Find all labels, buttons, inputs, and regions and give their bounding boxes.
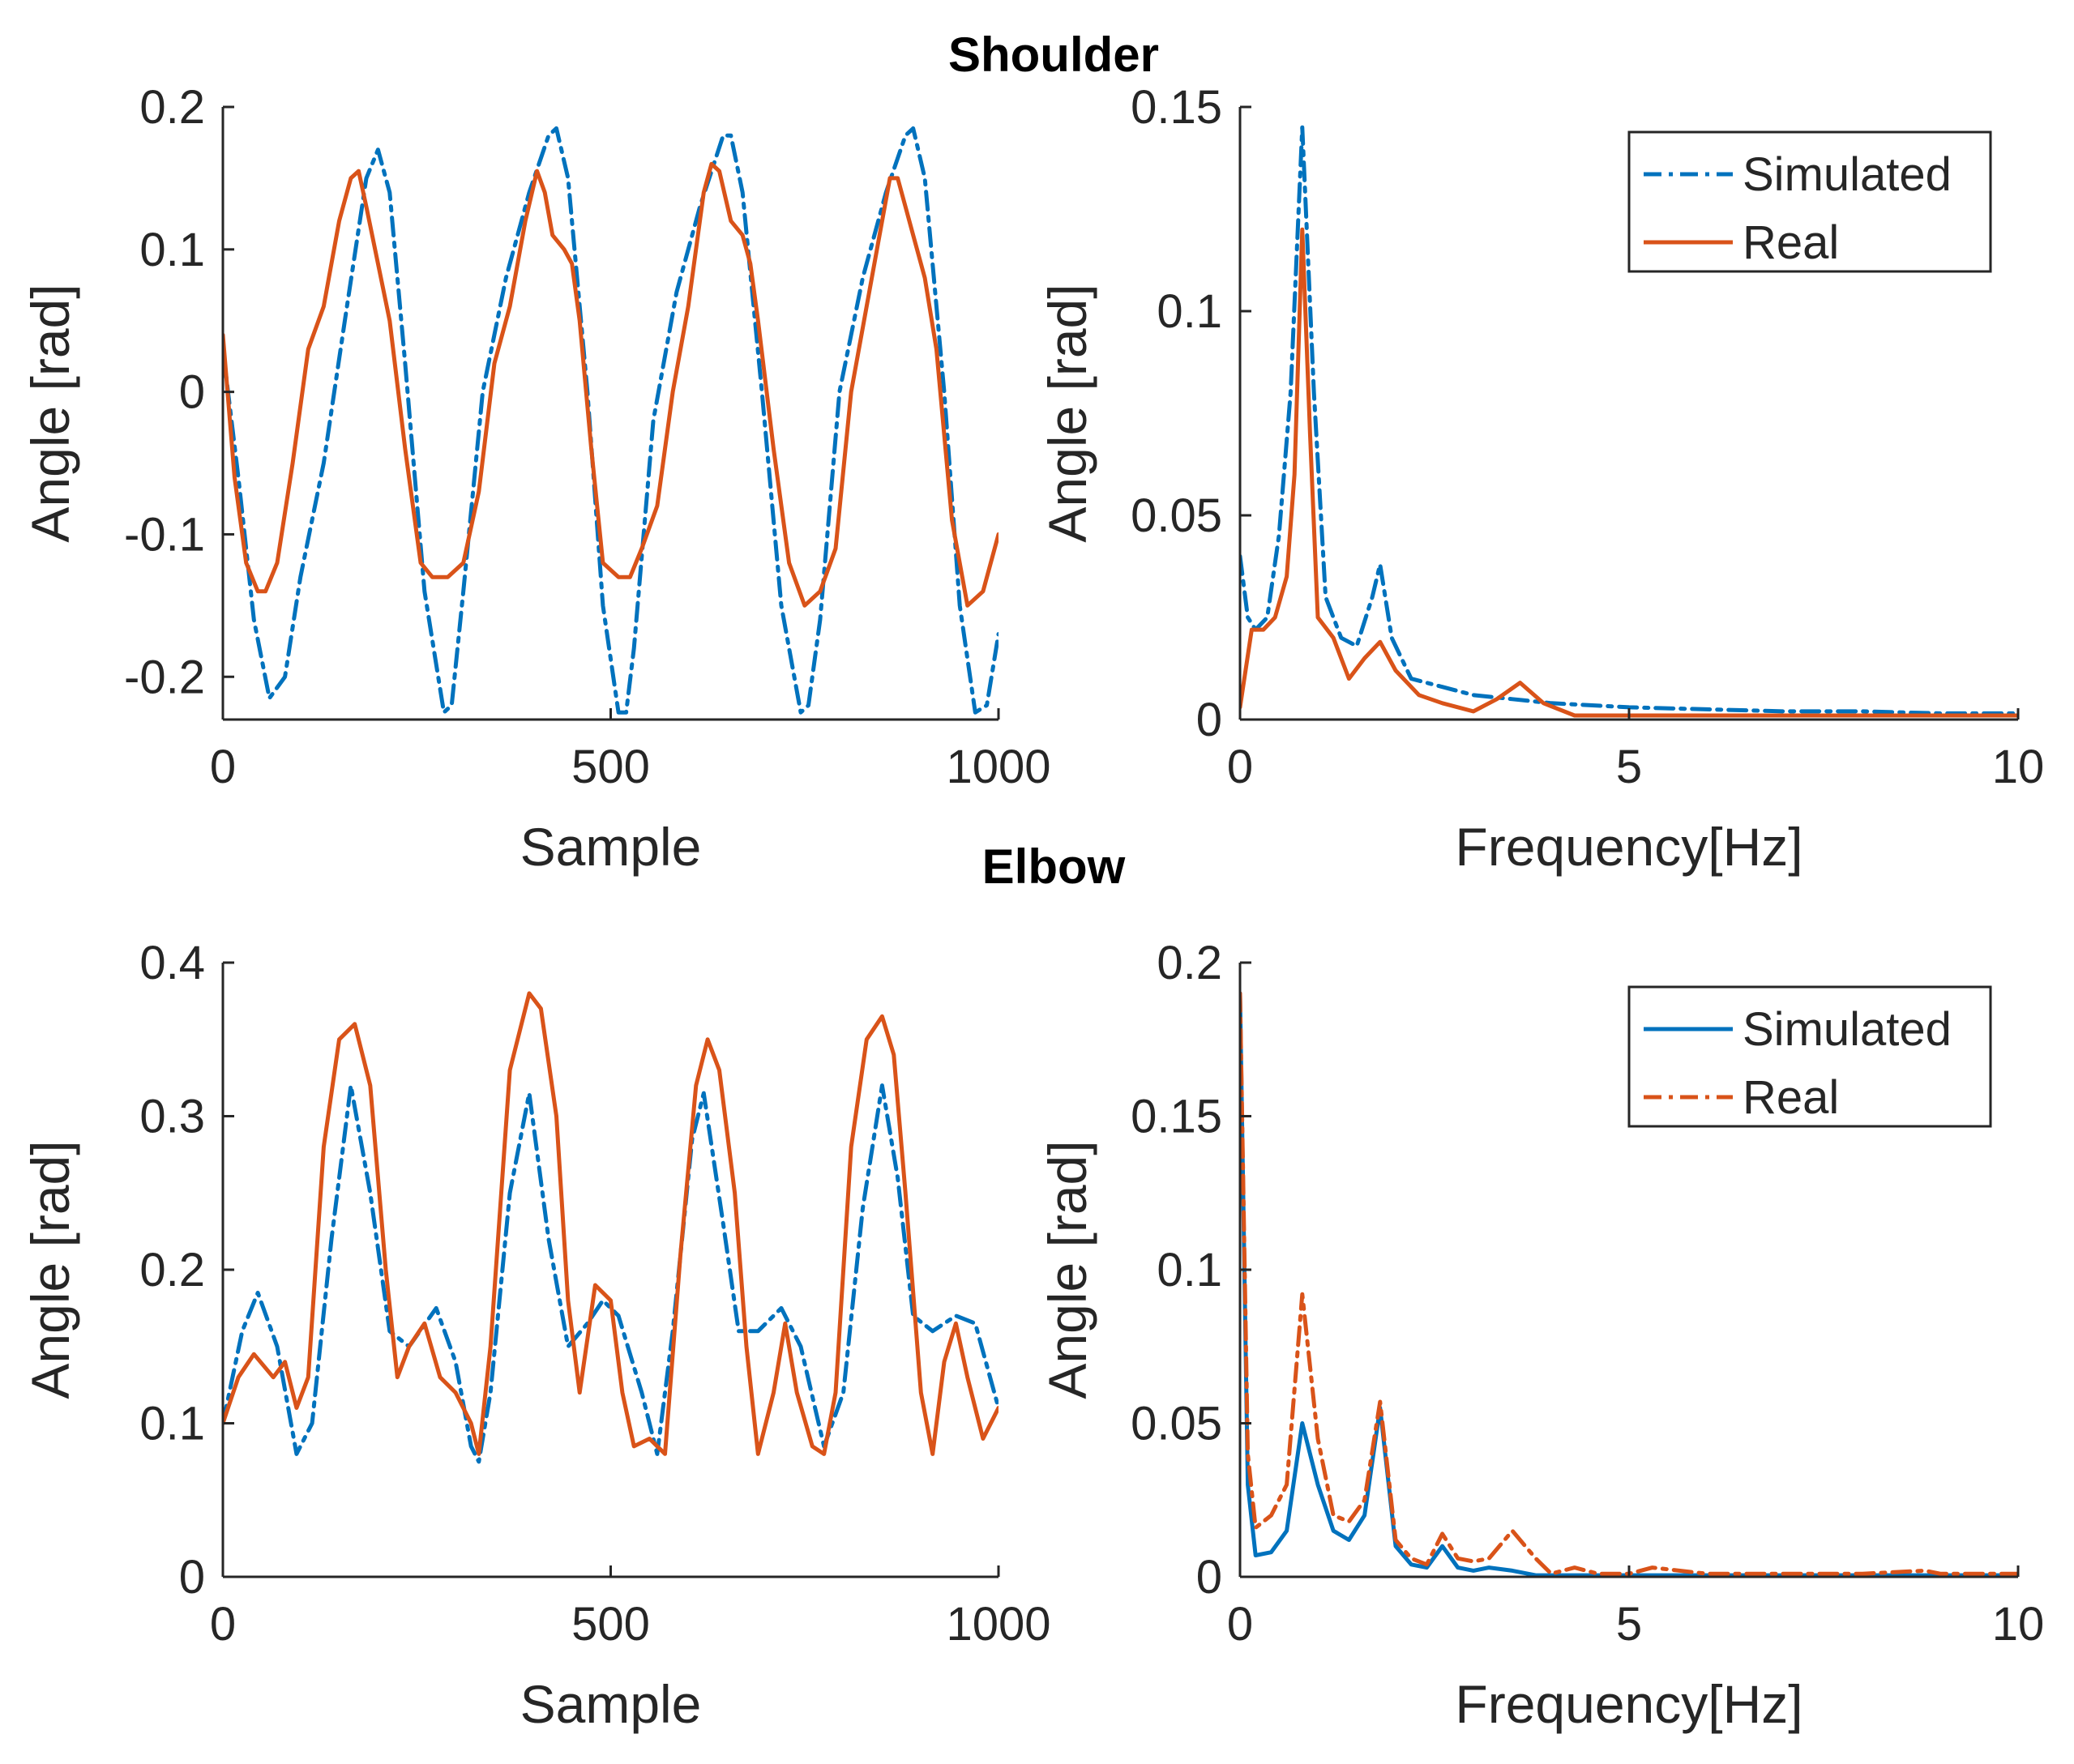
x-axis-label: Frequency[Hz] (1455, 1674, 1802, 1734)
y-tick-label: 0.1 (139, 224, 205, 276)
y-axis-label: Angle [rad] (20, 1140, 80, 1399)
series-line-real (223, 161, 999, 608)
y-tick-label: 0.2 (1157, 937, 1222, 989)
legend-label-real: Real (1743, 1071, 1839, 1124)
y-axis-label: Angle [rad] (20, 284, 80, 542)
y-tick-label: 0.15 (1131, 1091, 1222, 1143)
y-tick-label: 0.4 (139, 937, 205, 989)
y-tick-label: 0.15 (1131, 81, 1222, 134)
x-tick-label: 1000 (946, 1598, 1050, 1651)
y-tick-label: 0.3 (139, 1091, 205, 1143)
x-tick-label: 0 (210, 741, 236, 793)
series-line-real (1240, 227, 2018, 718)
y-tick-label: 0 (1196, 1551, 1222, 1604)
y-tick-label: 0.1 (1157, 1244, 1222, 1296)
y-axis-label: Angle [rad] (1037, 1140, 1097, 1399)
series-line-simulated (1240, 125, 2018, 715)
x-tick-label: 5 (1616, 1598, 1642, 1651)
section-title-shoulder: Shoulder (948, 28, 1159, 82)
y-tick-label: 0.2 (139, 81, 205, 134)
series-line-real (1240, 991, 2018, 1576)
x-tick-label: 500 (571, 1598, 650, 1651)
chart-elbow-time: 0 500 1000 0 0.1 0.2 0.3 0.4 Sample Angle [rad] (20, 937, 1051, 1734)
y-axis-label: Angle [rad] (1037, 284, 1097, 542)
series-line-simulated (1240, 991, 2018, 1578)
x-tick-label: 500 (571, 741, 650, 793)
y-tick-label: -0.2 (124, 651, 205, 703)
x-axis-label: Frequency[Hz] (1455, 817, 1802, 877)
x-tick-label: 10 (1992, 1598, 2045, 1651)
legend-box (1627, 985, 1992, 1128)
y-tick-label: 0 (179, 366, 205, 419)
y-tick-label: 0.1 (139, 1398, 205, 1450)
chart-shoulder-time: 0 500 1000 -0.2 -0.1 0 0.1 0.2 Sample Angle [rad] (20, 81, 1051, 877)
legend-label-real: Real (1743, 216, 1839, 269)
chart-shoulder-freq: 0 5 10 0 0.05 0.1 0.15 Frequency[Hz] Angle [rad]… (1037, 81, 2044, 877)
y-tick-label: -0.1 (124, 508, 205, 561)
series-line-simulated (223, 1083, 999, 1464)
x-tick-label: 0 (1227, 1598, 1253, 1651)
section-title-elbow: Elbow (982, 839, 1126, 894)
y-tick-label: 0.05 (1131, 1398, 1222, 1450)
chart-elbow-freq: 0 5 10 0 0.05 0.1 0.15 0.2 Frequency[Hz] Angle [r… (1037, 937, 2044, 1734)
x-tick-label: 10 (1992, 741, 2045, 793)
legend: Simulated Real (1627, 985, 1992, 1128)
y-tick-label: 0.2 (139, 1244, 205, 1296)
legend: Simulated Real (1627, 130, 1992, 273)
legend-label-simulated: Simulated (1743, 1003, 1952, 1056)
x-axis-label: Sample (520, 817, 702, 877)
legend-box (1627, 130, 1992, 273)
x-tick-label: 0 (1227, 741, 1253, 793)
series-line-real (223, 991, 999, 1456)
y-tick-label: 0 (179, 1551, 205, 1604)
x-axis-label: Sample (520, 1674, 702, 1734)
x-tick-label: 1000 (946, 741, 1050, 793)
x-tick-label: 0 (210, 1598, 236, 1651)
x-tick-label: 5 (1616, 741, 1642, 793)
legend-label-simulated: Simulated (1743, 148, 1952, 201)
y-tick-label: 0.1 (1157, 285, 1222, 338)
y-tick-label: 0 (1196, 694, 1222, 746)
y-tick-label: 0.05 (1131, 489, 1222, 542)
